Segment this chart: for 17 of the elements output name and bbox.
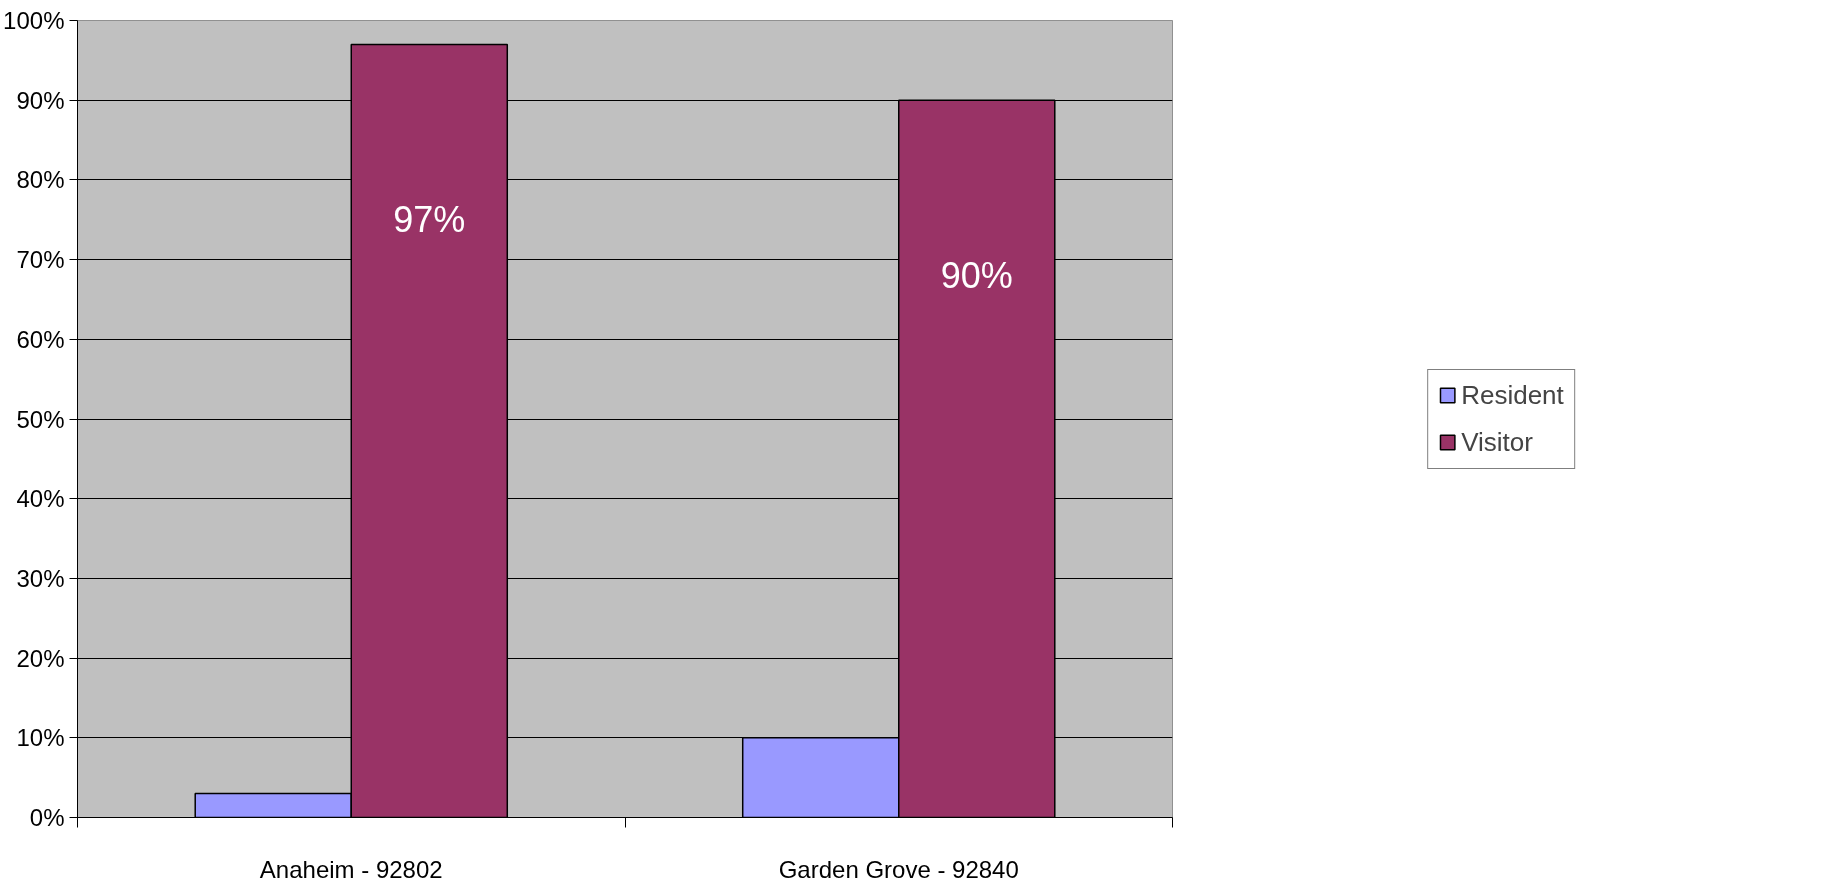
y-tick-label: 70% <box>16 246 65 274</box>
y-tick-label: 100% <box>3 7 65 34</box>
y-tick-label: 10% <box>16 724 65 752</box>
y-tick-label: 80% <box>16 166 65 194</box>
data-label: 90% <box>940 255 1013 297</box>
data-label: 97% <box>393 199 466 241</box>
y-tick-label: 40% <box>16 485 65 513</box>
legend-label: Visitor <box>1461 426 1533 458</box>
y-tick-label: 20% <box>16 644 65 672</box>
y-tick-label: 50% <box>16 405 65 433</box>
legend-label: Resident <box>1461 379 1564 411</box>
y-tick-label: 60% <box>16 325 65 353</box>
y-tick-label: 0% <box>29 804 65 831</box>
y-tick-label: 30% <box>16 564 65 592</box>
x-tick-label: Anaheim - 92802 <box>259 855 443 883</box>
x-tick-label: Garden Grove - 92840 <box>778 855 1019 883</box>
y-tick-label: 90% <box>16 86 65 114</box>
